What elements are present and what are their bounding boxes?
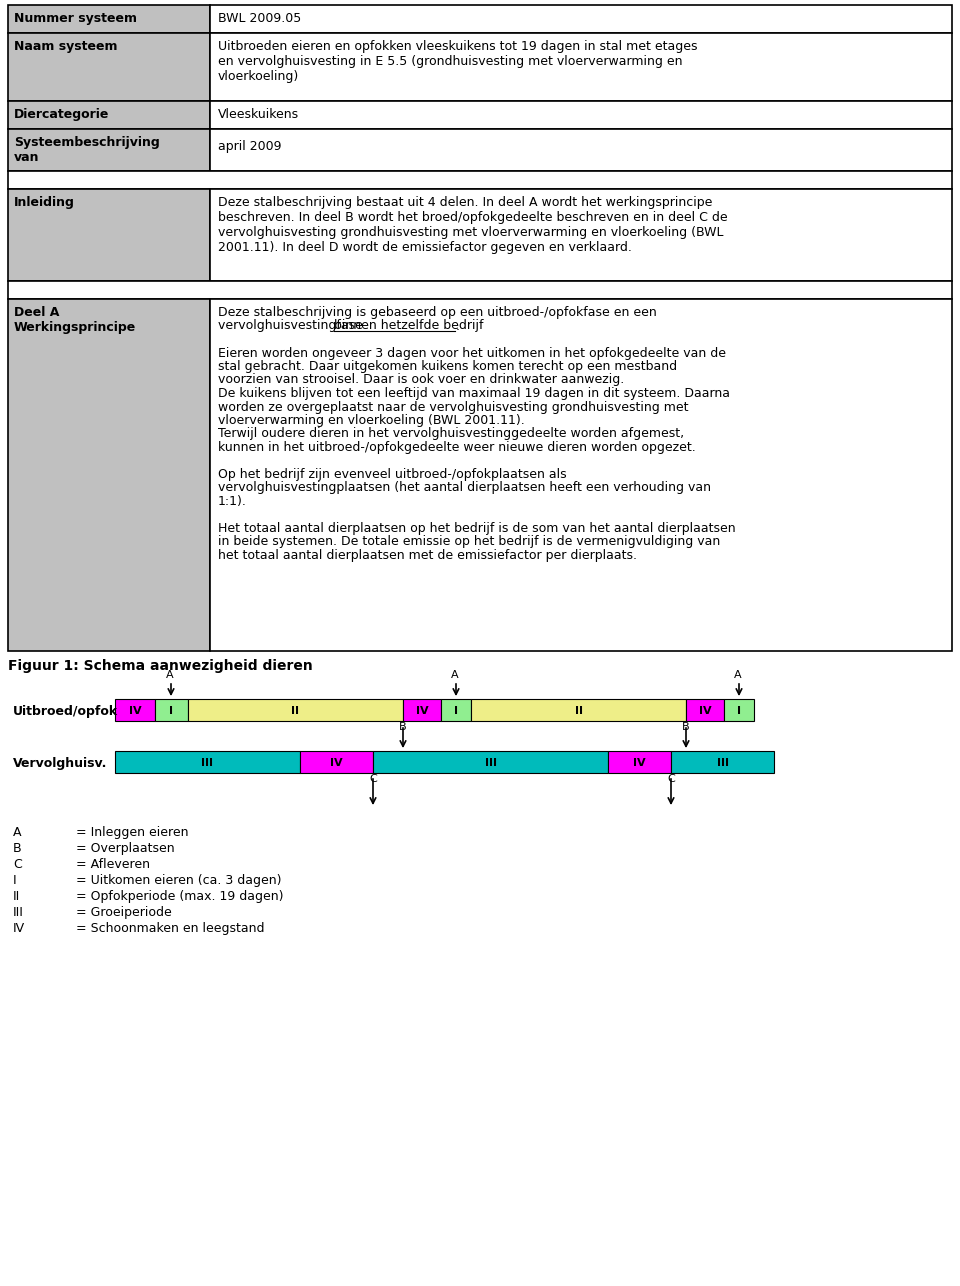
Text: vervolghuisvestingfase: vervolghuisvestingfase <box>218 319 367 333</box>
Text: april 2009: april 2009 <box>218 140 281 153</box>
Text: B: B <box>682 721 689 732</box>
Text: Nummer systeem: Nummer systeem <box>14 12 137 24</box>
Bar <box>671 751 774 773</box>
Text: = Opfokperiode (max. 19 dagen): = Opfokperiode (max. 19 dagen) <box>76 890 283 903</box>
Text: I: I <box>454 706 458 716</box>
Text: Eieren worden ongeveer 3 dagen voor het uitkomen in het opfokgedeelte van de: Eieren worden ongeveer 3 dagen voor het … <box>218 346 726 360</box>
Bar <box>155 700 188 721</box>
Text: voorzien van strooisel. Daar is ook voer en drinkwater aanwezig.: voorzien van strooisel. Daar is ook voer… <box>218 373 624 387</box>
Text: Systeembeschrijving
van: Systeembeschrijving van <box>14 136 159 165</box>
Bar <box>686 700 724 721</box>
Bar <box>8 33 210 102</box>
Bar <box>8 171 952 189</box>
Text: Op het bedrijf zijn evenveel uitbroed-/opfokplaatsen als: Op het bedrijf zijn evenveel uitbroed-/o… <box>218 468 566 481</box>
Text: stal gebracht. Daar uitgekomen kuikens komen terecht op een mestband: stal gebracht. Daar uitgekomen kuikens k… <box>218 360 677 373</box>
Text: in beide systemen. De totale emissie op het bedrijf is de vermenigvuldiging van: in beide systemen. De totale emissie op … <box>218 535 720 549</box>
Text: A: A <box>451 670 459 680</box>
Bar <box>188 700 403 721</box>
Text: vloerverwarming en vloerkoeling (BWL 2001.11).: vloerverwarming en vloerkoeling (BWL 200… <box>218 414 525 427</box>
Text: Deel A
Werkingsprincipe: Deel A Werkingsprincipe <box>14 306 136 334</box>
Text: Deze stalbeschrijving bestaat uit 4 delen. In deel A wordt het werkingsprincipe
: Deze stalbeschrijving bestaat uit 4 dele… <box>218 195 728 255</box>
Text: Vervolghuisv.: Vervolghuisv. <box>13 756 108 769</box>
Bar <box>115 700 155 721</box>
Bar <box>471 700 686 721</box>
Text: A: A <box>13 826 21 838</box>
Text: .: . <box>455 319 459 333</box>
Bar <box>373 751 608 773</box>
Text: = Overplaatsen: = Overplaatsen <box>76 842 175 855</box>
Bar <box>8 5 210 33</box>
Bar <box>115 751 300 773</box>
Text: IV: IV <box>416 706 428 716</box>
Text: I: I <box>13 874 16 887</box>
Bar <box>210 129 952 171</box>
Bar <box>608 751 671 773</box>
Text: A: A <box>166 670 174 680</box>
Bar <box>210 102 952 129</box>
Text: C: C <box>667 774 675 784</box>
Bar <box>8 189 210 282</box>
Text: IV: IV <box>634 757 646 768</box>
Text: = Inleggen eieren: = Inleggen eieren <box>76 826 188 838</box>
Text: B: B <box>13 842 22 855</box>
Text: I: I <box>170 706 174 716</box>
Bar <box>8 129 210 171</box>
Bar <box>210 189 952 282</box>
Bar <box>403 700 441 721</box>
Text: III: III <box>202 757 213 768</box>
Text: = Groeiperiode: = Groeiperiode <box>76 907 172 919</box>
Text: II: II <box>13 890 20 903</box>
Text: IV: IV <box>13 922 25 935</box>
Text: I: I <box>737 706 741 716</box>
Text: Uitbroed/opfok: Uitbroed/opfok <box>13 705 118 718</box>
Text: kunnen in het uitbroed-/opfokgedeelte weer nieuwe dieren worden opgezet.: kunnen in het uitbroed-/opfokgedeelte we… <box>218 441 696 454</box>
Text: Naam systeem: Naam systeem <box>14 40 117 53</box>
Text: IV: IV <box>699 706 711 716</box>
Text: = Schoonmaken en leegstand: = Schoonmaken en leegstand <box>76 922 265 935</box>
Text: Het totaal aantal dierplaatsen op het bedrijf is de som van het aantal dierplaat: Het totaal aantal dierplaatsen op het be… <box>218 522 735 535</box>
Bar <box>724 700 754 721</box>
Text: C: C <box>369 774 376 784</box>
Text: Vleeskuikens: Vleeskuikens <box>218 108 300 121</box>
Text: 1:1).: 1:1). <box>218 495 247 508</box>
Bar <box>8 300 210 651</box>
Bar <box>300 751 373 773</box>
Text: Uitbroeden eieren en opfokken vleeskuikens tot 19 dagen in stal met etages
en ve: Uitbroeden eieren en opfokken vleeskuike… <box>218 40 698 84</box>
Bar <box>210 33 952 102</box>
Bar <box>210 300 952 651</box>
Text: Terwijl oudere dieren in het vervolghuisvestinggedeelte worden afgemest,: Terwijl oudere dieren in het vervolghuis… <box>218 427 684 441</box>
Text: = Afleveren: = Afleveren <box>76 858 150 871</box>
Text: = Uitkomen eieren (ca. 3 dagen): = Uitkomen eieren (ca. 3 dagen) <box>76 874 281 887</box>
Text: vervolghuisvestingplaatsen (het aantal dierplaatsen heeft een verhouding van: vervolghuisvestingplaatsen (het aantal d… <box>218 481 711 495</box>
Text: A: A <box>734 670 742 680</box>
Text: Figuur 1: Schema aanwezigheid dieren: Figuur 1: Schema aanwezigheid dieren <box>8 658 313 673</box>
Text: C: C <box>13 858 22 871</box>
Text: III: III <box>13 907 24 919</box>
Text: II: II <box>574 706 583 716</box>
Bar <box>8 102 210 129</box>
Text: BWL 2009.05: BWL 2009.05 <box>218 12 301 24</box>
Text: IV: IV <box>330 757 343 768</box>
Text: IV: IV <box>129 706 141 716</box>
Bar <box>441 700 471 721</box>
Text: De kuikens blijven tot een leeftijd van maximaal 19 dagen in dit systeem. Daarna: De kuikens blijven tot een leeftijd van … <box>218 387 730 400</box>
Bar <box>8 282 952 300</box>
Text: Inleiding: Inleiding <box>14 195 75 210</box>
Text: B: B <box>399 721 407 732</box>
Text: II: II <box>292 706 300 716</box>
Text: Deze stalbeschrijving is gebaseerd op een uitbroed-/opfokfase en een: Deze stalbeschrijving is gebaseerd op ee… <box>218 306 657 319</box>
Bar <box>210 5 952 33</box>
Text: III: III <box>716 757 729 768</box>
Text: Diercategorie: Diercategorie <box>14 108 109 121</box>
Text: worden ze overgeplaatst naar de vervolghuisvesting grondhuisvesting met: worden ze overgeplaatst naar de vervolgh… <box>218 400 688 414</box>
Text: binnen hetzelfde bedrijf: binnen hetzelfde bedrijf <box>334 319 484 333</box>
Text: III: III <box>485 757 496 768</box>
Text: het totaal aantal dierplaatsen met de emissiefactor per dierplaats.: het totaal aantal dierplaatsen met de em… <box>218 549 637 562</box>
